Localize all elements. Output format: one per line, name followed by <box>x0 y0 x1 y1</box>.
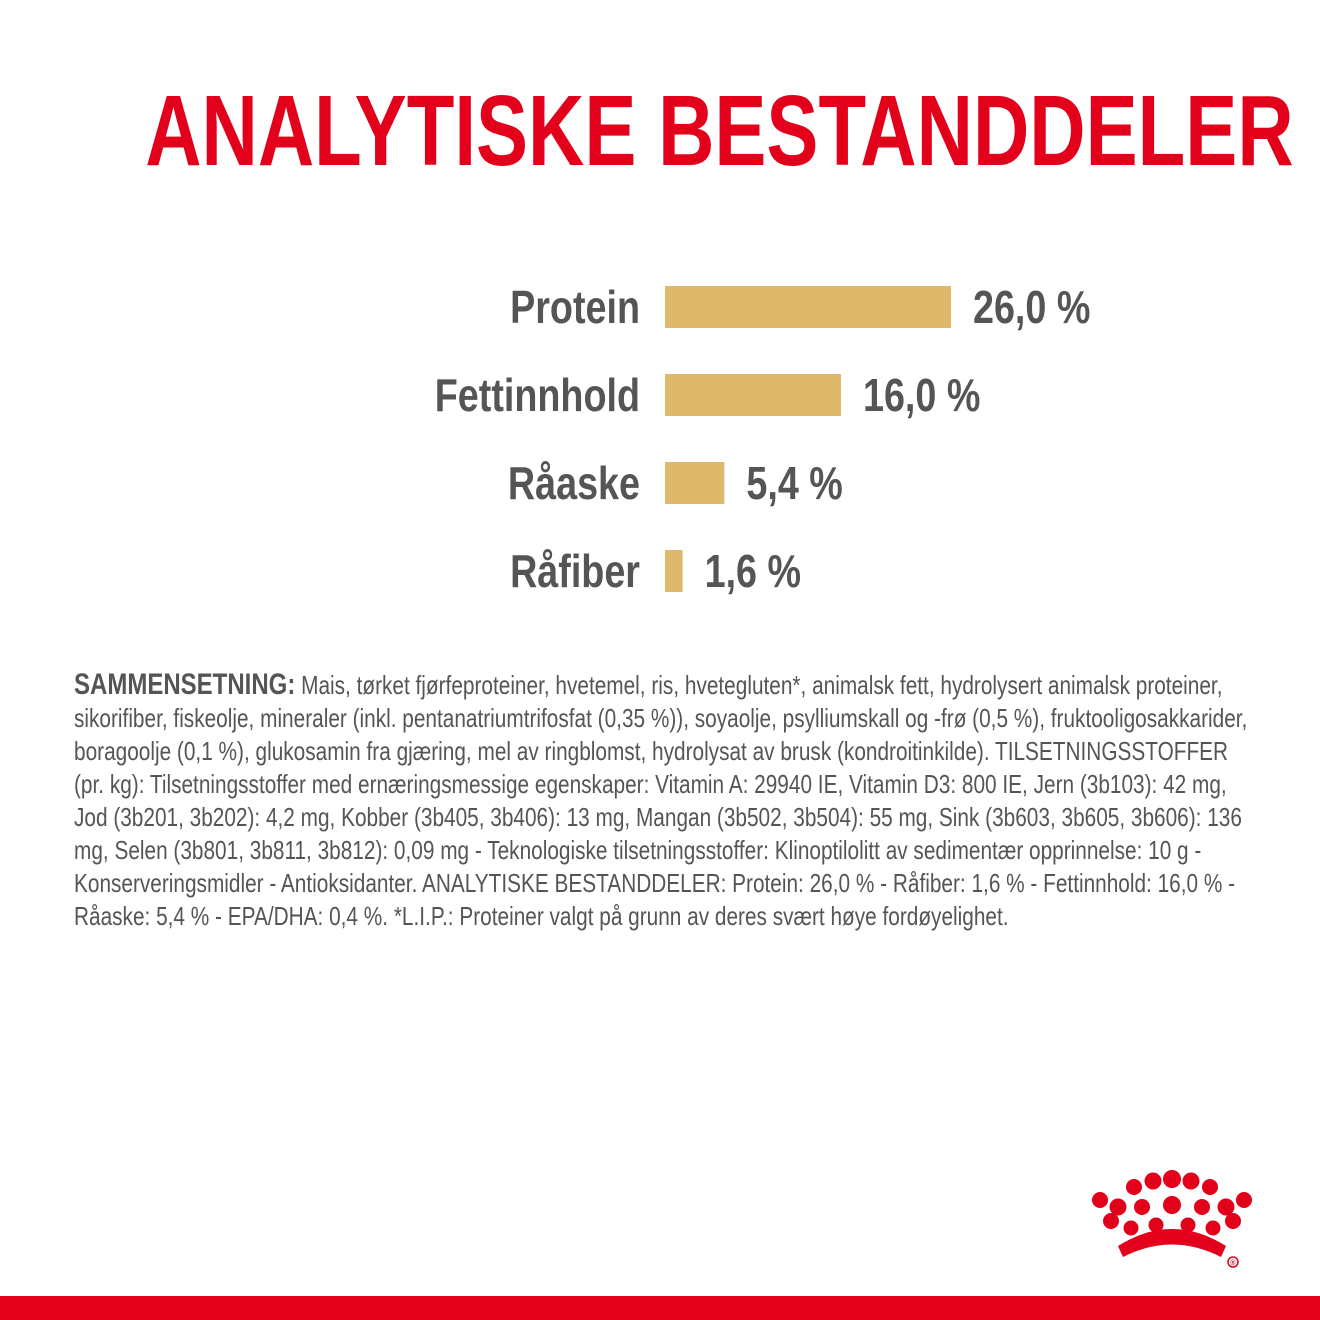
value-label: 1,6 % <box>705 545 801 596</box>
registered-mark: ® <box>1230 1259 1236 1267</box>
composition-body: Mais, tørket fjørfeproteiner, hvetemel, … <box>74 670 1248 931</box>
value-label: 5,4 % <box>746 457 842 508</box>
bar-1 <box>665 374 841 416</box>
bar-2 <box>665 462 725 504</box>
composition-text: SAMMENSETNING: Mais, tørket fjørfeprotei… <box>74 668 1258 933</box>
composition-lead: SAMMENSETNING: <box>74 668 296 701</box>
category-label: Råaske <box>508 457 640 508</box>
bottom-brand-band <box>0 1296 1320 1320</box>
category-label: Fettinnhold <box>435 369 640 420</box>
category-label: Protein <box>510 281 640 332</box>
category-label: Råfiber <box>510 545 640 596</box>
bar-0 <box>665 286 951 328</box>
value-label: 16,0 % <box>863 369 980 420</box>
bar-3 <box>665 550 683 592</box>
page-title: ANALYTISKE BESTANDDELER <box>145 75 1294 187</box>
crown-icon: ® <box>1092 1170 1252 1268</box>
value-label: 26,0 % <box>973 281 1090 332</box>
nutrient-bar-chart: Protein 26,0 % Fettinnhold 16,0 % Råaske 5,4 … <box>435 281 1091 596</box>
